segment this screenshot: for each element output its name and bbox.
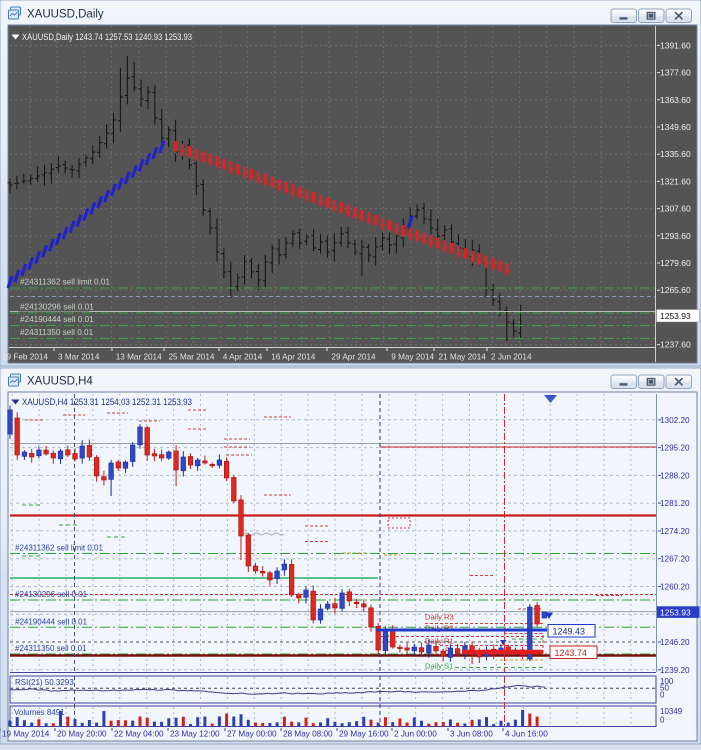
svg-text:1237.60: 1237.60	[660, 340, 691, 350]
svg-text:1267.20: 1267.20	[660, 555, 690, 564]
svg-text:1260.20: 1260.20	[660, 583, 690, 592]
svg-text:1249.43: 1249.43	[553, 626, 586, 636]
svg-text:XAUUSD,Daily 1243.74 1257.53: XAUUSD,Daily 1243.74 1257.53 1240.93 125…	[22, 32, 192, 42]
svg-text:Daily R2: Daily R2	[425, 623, 454, 632]
svg-text:1295.20: 1295.20	[660, 444, 690, 453]
svg-text:1293.60: 1293.60	[660, 231, 691, 241]
svg-text:28 May 08:00: 28 May 08:00	[283, 730, 333, 739]
svg-text:4 Jun 16:00: 4 Jun 16:00	[505, 730, 548, 739]
svg-text:27 May 00:00: 27 May 00:00	[227, 730, 277, 739]
svg-text:Daily R3: Daily R3	[425, 613, 454, 622]
svg-text:25 Mar 2014: 25 Mar 2014	[169, 353, 215, 362]
svg-text:#24311350 sell 0.01: #24311350 sell 0.01	[20, 328, 94, 337]
svg-text:Daily R1: Daily R1	[425, 637, 454, 646]
svg-text:#24311350 sell 0.01: #24311350 sell 0.01	[15, 644, 87, 653]
svg-text:#24311362 sell limit 0.01: #24311362 sell limit 0.01	[15, 544, 103, 553]
svg-text:#24130296 sell 0.01: #24130296 sell 0.01	[20, 303, 94, 312]
svg-text:RSI(21) 50.3293: RSI(21) 50.3293	[15, 678, 74, 687]
svg-text:10349: 10349	[660, 707, 683, 716]
svg-text:Daily S1: Daily S1	[425, 661, 453, 670]
svg-text:XAUUSD,H4 1253.31 1254.03 125: XAUUSD,H4 1253.31 1254.03 1252.31 1253.9…	[22, 397, 192, 407]
svg-text:1239.20: 1239.20	[660, 666, 690, 675]
svg-text:1335.60: 1335.60	[660, 149, 691, 159]
svg-text:1274.20: 1274.20	[660, 527, 690, 536]
svg-text:1281.20: 1281.20	[660, 499, 690, 508]
svg-text:29 May 16:00: 29 May 16:00	[339, 730, 389, 739]
svg-text:#24311362 sell limit 0.01: #24311362 sell limit 0.01	[20, 278, 110, 287]
svg-text:#24130296 sell 0.01: #24130296 sell 0.01	[15, 590, 88, 599]
svg-text:4 Apr 2014: 4 Apr 2014	[223, 353, 263, 362]
svg-text:1391.60: 1391.60	[660, 40, 691, 50]
svg-text:1363.60: 1363.60	[660, 95, 691, 105]
svg-text:1243.74: 1243.74	[555, 648, 588, 658]
svg-text:1321.60: 1321.60	[660, 176, 691, 186]
svg-text:9 May 2014: 9 May 2014	[391, 353, 434, 362]
svg-text:#24190444 sell 0.01: #24190444 sell 0.01	[20, 315, 94, 324]
svg-text:3 Mar 2014: 3 Mar 2014	[58, 353, 100, 362]
svg-text:16 Apr 2014: 16 Apr 2014	[271, 353, 316, 362]
svg-text:1349.60: 1349.60	[660, 122, 691, 132]
svg-text:Volumes 8491: Volumes 8491	[14, 708, 65, 717]
svg-text:100: 100	[660, 677, 674, 686]
svg-text:1288.20: 1288.20	[660, 471, 690, 480]
svg-text:29 Apr 2014: 29 Apr 2014	[331, 353, 376, 362]
svg-text:#24190444 sell 0.01: #24190444 sell 0.01	[15, 617, 88, 626]
svg-text:P: P	[445, 646, 450, 655]
svg-text:2 Jun 2014: 2 Jun 2014	[491, 353, 532, 362]
svg-text:20 May 20:00: 20 May 20:00	[57, 730, 107, 739]
svg-text:2 Jun 00:00: 2 Jun 00:00	[394, 730, 437, 739]
svg-text:3 Jun 08:00: 3 Jun 08:00	[450, 730, 493, 739]
svg-text:1377.60: 1377.60	[660, 68, 691, 78]
svg-text:19 Feb 2014: 19 Feb 2014	[2, 353, 48, 362]
svg-text:1265.60: 1265.60	[660, 285, 691, 295]
svg-text:XAUUSD,Daily: XAUUSD,Daily	[27, 9, 104, 21]
svg-text:50: 50	[660, 684, 669, 693]
svg-text:13 Mar 2014: 13 Mar 2014	[116, 353, 162, 362]
svg-text:XAUUSD,H4: XAUUSD,H4	[27, 376, 93, 388]
svg-text:1302.20: 1302.20	[660, 416, 690, 425]
svg-text:1253.93: 1253.93	[660, 607, 691, 617]
svg-text:0: 0	[660, 715, 665, 724]
svg-text:1246.20: 1246.20	[660, 638, 690, 647]
svg-text:22 May 04:00: 22 May 04:00	[114, 730, 164, 739]
svg-text:1279.60: 1279.60	[660, 258, 691, 268]
svg-text:0: 0	[660, 690, 665, 699]
svg-text:23 May 12:00: 23 May 12:00	[170, 730, 220, 739]
svg-text:1253.93: 1253.93	[660, 311, 691, 321]
svg-text:21 May 2014: 21 May 2014	[439, 353, 487, 362]
svg-text:19 May 2014: 19 May 2014	[2, 730, 50, 739]
svg-text:1307.60: 1307.60	[660, 204, 691, 214]
